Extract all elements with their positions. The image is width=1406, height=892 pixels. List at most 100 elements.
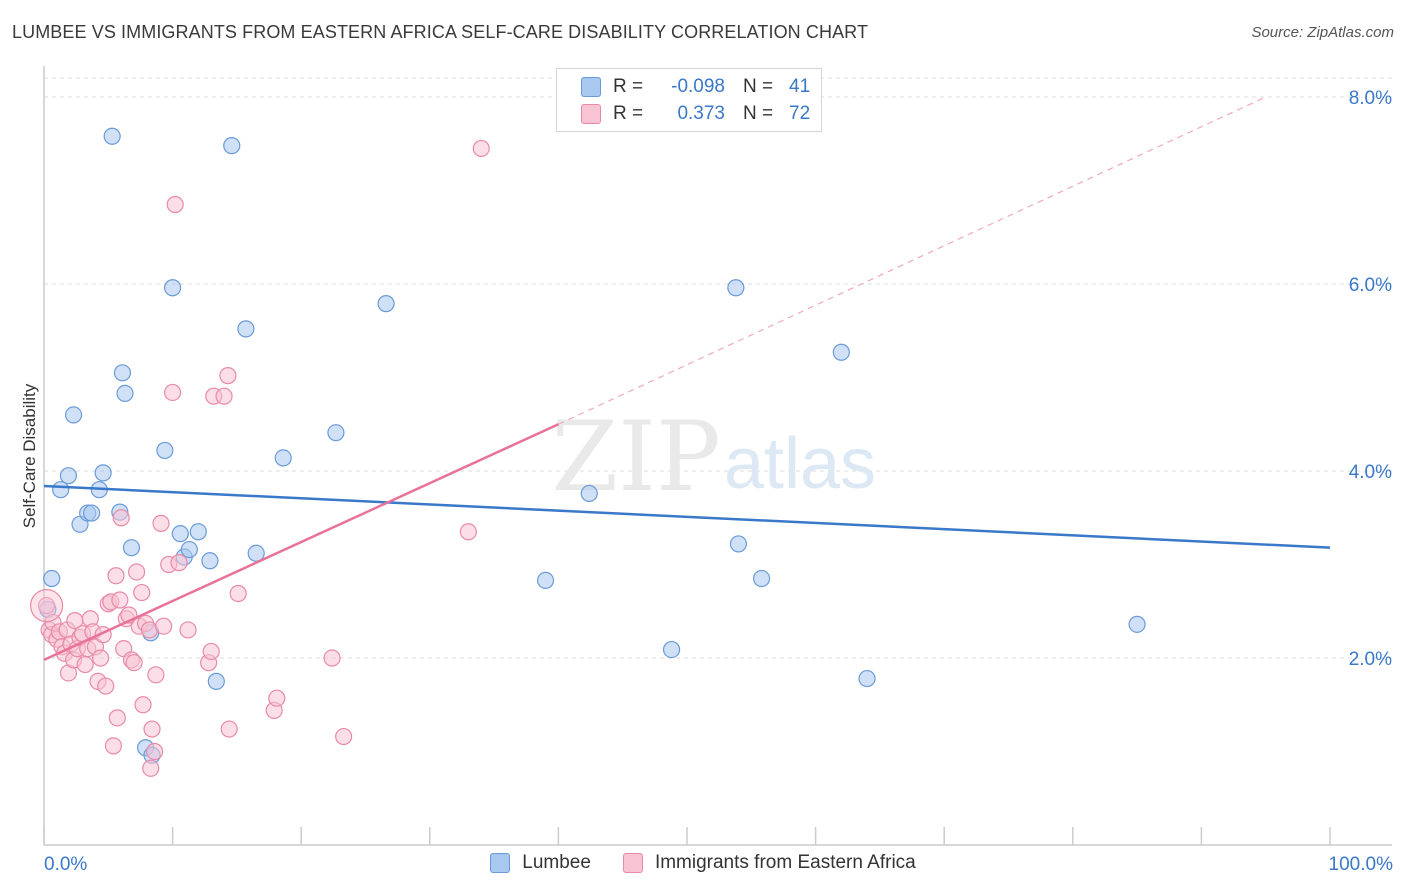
- immigrants-point: [143, 720, 161, 738]
- stats-row-lumbee: R = -0.098 N = 41: [581, 74, 810, 100]
- immigrants-point: [229, 584, 247, 603]
- lumbee-point: [171, 525, 189, 543]
- lumbee-point: [113, 364, 132, 382]
- lumbee-point: [180, 540, 198, 559]
- r-label: R =: [613, 103, 644, 124]
- lumbee-point: [377, 295, 395, 313]
- watermark-atlas: atlas: [724, 424, 876, 504]
- n-label: N =: [743, 103, 774, 124]
- immigrants-point: [145, 742, 164, 761]
- r-label: R =: [613, 76, 644, 97]
- x-tick-label: 100.0%: [1329, 854, 1394, 875]
- axes: [43, 66, 1392, 846]
- lumbee-legend-swatch: [490, 853, 511, 873]
- immigrants-point: [104, 737, 123, 755]
- lumbee-point: [223, 137, 241, 155]
- immigrants-point: [127, 563, 146, 581]
- immigrants-point: [97, 677, 115, 695]
- lumbee-point: [237, 320, 255, 338]
- lumbee-points: [39, 127, 1146, 764]
- legend-label-immigrants: Immigrants from Eastern Africa: [654, 852, 916, 873]
- lumbee-point: [189, 523, 207, 541]
- r-value: 0.373: [677, 103, 725, 124]
- legend-label-lumbee: Lumbee: [522, 852, 591, 873]
- immigrants-points: [29, 139, 490, 777]
- lumbee-point: [662, 640, 681, 659]
- stats-legend: R = -0.098 N = 41 R = 0.373 N = 72: [556, 68, 822, 132]
- lumbee-swatch: [581, 77, 601, 97]
- immigrants-point: [166, 195, 184, 214]
- lumbee-point: [43, 569, 61, 588]
- lumbee-point: [82, 504, 101, 522]
- immigrants-point: [134, 696, 152, 714]
- immigrants-point: [215, 387, 233, 405]
- immigrants-point: [154, 617, 173, 635]
- lumbee-point: [536, 571, 555, 589]
- lumbee-point: [752, 569, 771, 588]
- y-tick-label: 6.0%: [1349, 275, 1392, 296]
- immigrants-point: [142, 759, 160, 777]
- x-tick-label: 0.0%: [44, 854, 87, 875]
- lumbee-point: [727, 279, 745, 297]
- r-value: -0.098: [671, 76, 725, 97]
- watermark: ZIP atlas: [551, 401, 876, 513]
- immigrants-point: [335, 727, 353, 746]
- lumbee-point: [858, 669, 876, 688]
- lumbee-point: [156, 441, 174, 460]
- tick-labels: 2.0% 4.0% 6.0% 8.0% 0.0% 100.0%: [44, 88, 1393, 875]
- lumbee-point: [103, 127, 121, 145]
- chart-title: LUMBEE VS IMMIGRANTS FROM EASTERN AFRICA…: [12, 22, 869, 42]
- legend-item-lumbee[interactable]: Lumbee: [490, 852, 591, 874]
- immigrants-point: [91, 649, 110, 667]
- lumbee-point: [274, 449, 292, 467]
- lumbee-point: [164, 279, 182, 297]
- y-axis-label: Self-Care Disability: [20, 383, 39, 529]
- n-label: N =: [743, 76, 774, 97]
- lumbee-point: [64, 406, 83, 424]
- immigrants-swatch: [581, 104, 601, 124]
- immigrants-point: [202, 642, 220, 661]
- immigrants-point: [76, 655, 94, 674]
- lumbee-point: [832, 343, 850, 361]
- immigrants-trend-line: [43, 423, 559, 662]
- immigrants-point: [472, 139, 490, 158]
- immigrants-point: [219, 367, 237, 385]
- immigrants-point: [147, 666, 165, 684]
- immigrants-point: [268, 689, 286, 707]
- source-label: Source: ZipAtlas.com: [1251, 24, 1394, 41]
- lumbee-point: [116, 384, 134, 402]
- y-tick-label: 8.0%: [1349, 88, 1392, 109]
- immigrants-trend-extension: [558, 96, 1266, 425]
- n-value: 72: [789, 103, 811, 124]
- watermark-zip: ZIP: [551, 401, 720, 513]
- immigrants-point: [459, 523, 477, 541]
- immigrants-point: [37, 597, 56, 615]
- lumbee-point: [59, 467, 78, 485]
- immigrants-point: [323, 649, 341, 667]
- lumbee-point: [580, 484, 598, 503]
- lumbee-point: [1128, 615, 1146, 633]
- lumbee-point: [122, 539, 141, 557]
- lumbee-point: [729, 535, 748, 553]
- immigrants-point: [112, 509, 130, 527]
- lumbee-point: [201, 552, 219, 570]
- lumbee-point: [327, 424, 345, 442]
- immigrants-point: [108, 709, 126, 727]
- immigrants-point: [111, 591, 129, 609]
- lumbee-point: [207, 672, 225, 690]
- n-value: 41: [789, 76, 811, 97]
- trend-lines: [43, 96, 1331, 662]
- immigrants-point: [107, 567, 125, 585]
- immigrants-point: [164, 383, 182, 402]
- immigrants-point: [170, 554, 188, 572]
- stats-row-immigrants: R = 0.373 N = 72: [581, 101, 810, 127]
- legend-item-immigrants[interactable]: Immigrants from Eastern Africa: [622, 852, 916, 874]
- lumbee-trend-line: [43, 484, 1331, 549]
- lumbee-point: [94, 464, 112, 482]
- immigrants-legend-swatch: [622, 853, 643, 873]
- lumbee-point: [52, 481, 70, 499]
- lumbee-point: [247, 544, 265, 562]
- immigrants-point: [140, 621, 159, 639]
- immigrants-point: [152, 514, 170, 532]
